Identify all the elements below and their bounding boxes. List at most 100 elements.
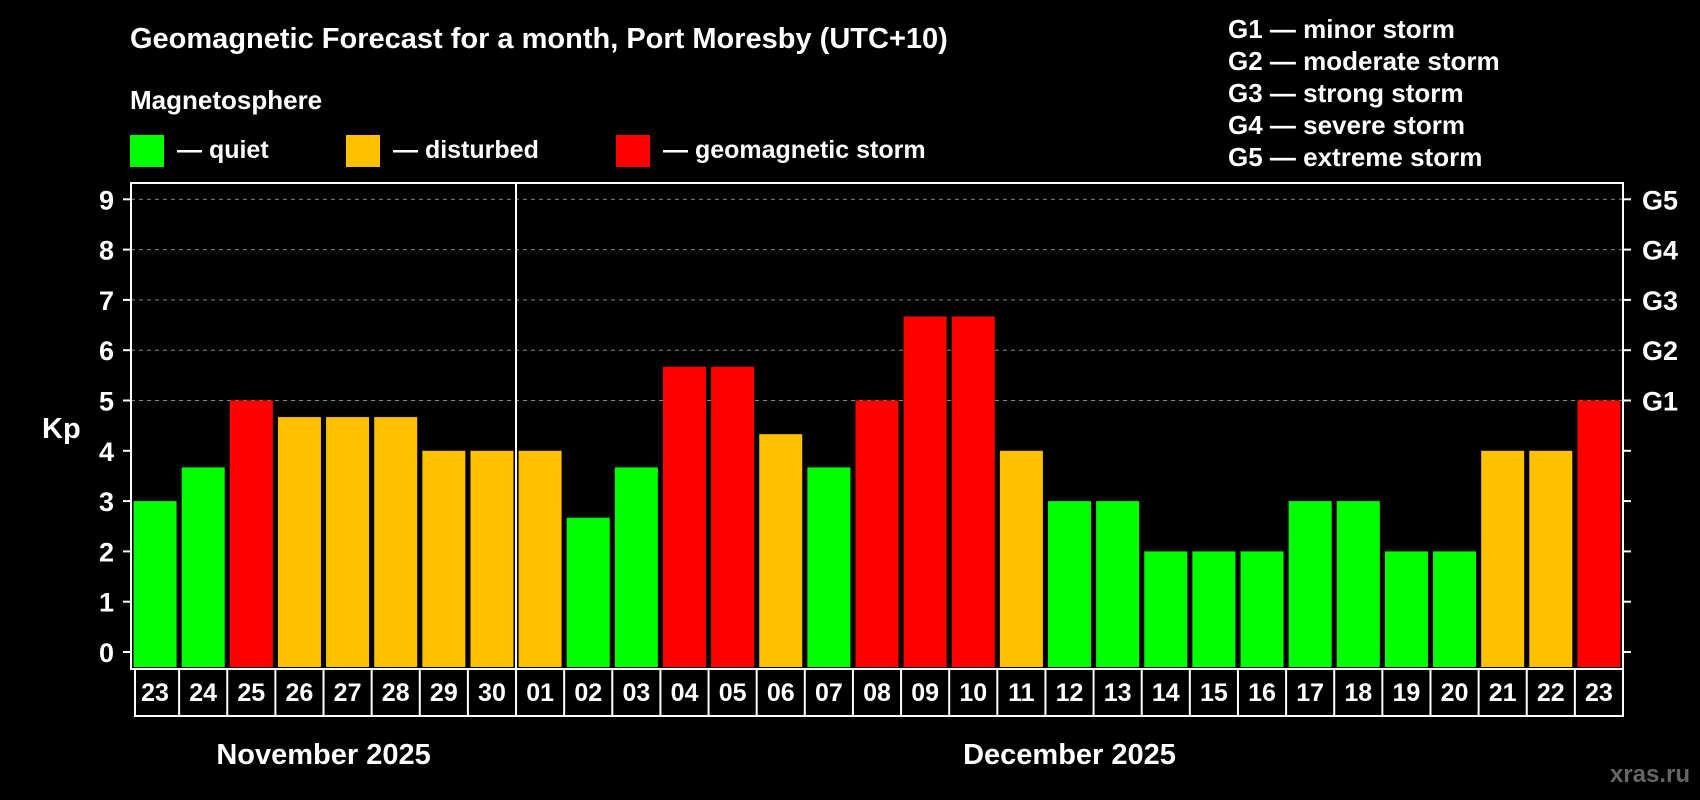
day-label: 12 (1056, 679, 1084, 707)
day-label: 26 (286, 679, 314, 707)
day-label: 13 (1104, 679, 1132, 707)
bar-24 (1288, 501, 1332, 667)
storm-legend-item: G3 — strong storm (1228, 78, 1463, 108)
day-label: 10 (959, 679, 987, 707)
y-tick-label: 1 (99, 588, 114, 618)
bar-0 (133, 501, 177, 667)
day-label: 30 (478, 679, 506, 707)
g-scale-axis: G1 G2 G3 G4 G5 (1623, 185, 1678, 653)
bar-15 (855, 400, 899, 667)
day-label: 06 (767, 679, 795, 707)
g-scale-label: G2 (1642, 336, 1678, 366)
chart-title: Geomagnetic Forecast for a month, Port M… (130, 23, 948, 55)
bar-10 (614, 467, 658, 667)
day-label: 27 (334, 679, 362, 707)
bar-27 (1433, 551, 1477, 667)
y-tick-label: 5 (99, 387, 114, 417)
month-labels: November 2025 December 2025 (216, 739, 1176, 771)
legend-label: — quiet (177, 136, 269, 164)
storm-legend-item: G1 — minor storm (1228, 14, 1455, 44)
day-label: 25 (237, 679, 265, 707)
watermark: xras.ru (1610, 761, 1690, 788)
y-tick-label: 0 (99, 638, 114, 668)
day-label: 18 (1344, 679, 1372, 707)
y-axis: 0 1 2 3 4 5 6 7 8 9 (99, 185, 131, 668)
day-label: 17 (1296, 679, 1324, 707)
legend-label: — geomagnetic storm (663, 136, 926, 164)
bar-2 (229, 400, 273, 667)
g-scale-label: G1 (1642, 387, 1678, 417)
day-label: 29 (430, 679, 458, 707)
legend-swatch (346, 135, 380, 167)
bar-6 (422, 450, 466, 667)
legend-label: — disturbed (393, 136, 539, 164)
day-label-frame (134, 668, 1624, 717)
day-label: 19 (1393, 679, 1421, 707)
storm-legend-item: G5 — extreme storm (1228, 142, 1482, 172)
day-label: 23 (141, 679, 169, 707)
bar-26 (1384, 551, 1428, 667)
bar-1 (181, 467, 225, 667)
y-tick-label: 3 (99, 487, 114, 517)
bar-9 (566, 517, 610, 667)
y-tick-label: 4 (99, 437, 114, 467)
day-label: 01 (526, 679, 554, 707)
month-label: December 2025 (963, 739, 1176, 771)
bar-4 (326, 417, 370, 667)
bar-16 (903, 316, 947, 667)
day-label: 22 (1537, 679, 1565, 707)
month-label: November 2025 (216, 739, 430, 771)
bar-20 (1096, 501, 1140, 667)
bar-11 (662, 366, 706, 667)
storm-legend-item: G4 — severe storm (1228, 110, 1465, 140)
day-label: 15 (1200, 679, 1228, 707)
day-label: 24 (189, 679, 217, 707)
g-scale-label: G3 (1642, 286, 1678, 316)
bar-29 (1529, 450, 1573, 667)
day-label: 20 (1441, 679, 1469, 707)
day-label: 04 (671, 679, 699, 707)
bar-18 (999, 450, 1043, 667)
bar-3 (277, 417, 321, 667)
g-scale-label: G5 (1642, 185, 1678, 215)
day-label: 08 (863, 679, 891, 707)
day-label: 28 (382, 679, 410, 707)
y-tick-label: 2 (99, 537, 114, 567)
day-labels: 23 24 25 26 27 28 29 30 01 02 03 04 05 06 07 08 09 10 11 12… (134, 668, 1624, 717)
day-label: 02 (574, 679, 602, 707)
day-label: 07 (815, 679, 843, 707)
storm-legend-item: G2 — moderate storm (1228, 46, 1500, 76)
bar-23 (1240, 551, 1284, 667)
day-label: 09 (911, 679, 939, 707)
day-label: 21 (1489, 679, 1517, 707)
bar-7 (470, 450, 514, 667)
bar-12 (711, 366, 755, 667)
bar-17 (951, 316, 995, 667)
y-tick-label: 9 (99, 185, 114, 215)
y-tick-label: 6 (99, 336, 114, 366)
g-scale-label: G4 (1642, 236, 1678, 266)
bar-14 (807, 467, 851, 667)
bar-22 (1192, 551, 1236, 667)
bar-13 (759, 434, 803, 667)
bar-5 (374, 417, 418, 667)
bar-21 (1144, 551, 1188, 667)
bars (133, 316, 1621, 667)
day-label: 11 (1008, 679, 1035, 707)
bar-8 (518, 450, 562, 667)
legend-swatch (616, 135, 650, 167)
day-label: 14 (1152, 679, 1180, 707)
grid-lines (131, 198, 1623, 401)
day-label: 16 (1248, 679, 1276, 707)
magnetosphere-legend: — quiet — disturbed — geomagnetic storm (130, 135, 926, 167)
magnetosphere-heading: Magnetosphere (130, 85, 322, 115)
day-label: 23 (1585, 679, 1613, 707)
bar-28 (1481, 450, 1525, 667)
y-tick-label: 7 (99, 286, 114, 316)
day-label: 03 (622, 679, 650, 707)
bar-19 (1048, 501, 1092, 667)
y-axis-label: Kp (42, 413, 81, 445)
bar-30 (1577, 400, 1621, 667)
y-tick-label: 8 (99, 236, 114, 266)
